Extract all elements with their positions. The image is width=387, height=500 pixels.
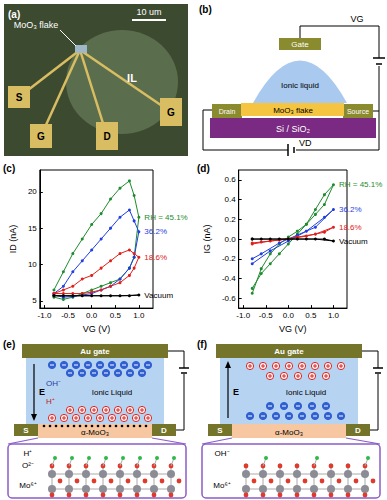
svg-text:MoO₃ flake: MoO₃ flake [273, 106, 313, 115]
svg-text:Au gate: Au gate [80, 347, 110, 356]
svg-text:Ionic liquid: Ionic liquid [281, 81, 319, 90]
svg-text:-0.5: -0.5 [61, 311, 75, 320]
svg-text:IG (nA): IG (nA) [202, 225, 212, 254]
svg-text:IL: IL [127, 72, 137, 84]
svg-text:α-MoO₃: α-MoO₃ [275, 428, 303, 437]
svg-text:Ionic Liquid: Ionic Liquid [92, 388, 132, 397]
svg-text:0.4: 0.4 [225, 195, 237, 204]
svg-text:Mo⁶⁺: Mo⁶⁺ [213, 481, 230, 490]
svg-text:D: D [103, 131, 110, 142]
svg-text:OH⁻: OH⁻ [46, 379, 61, 388]
svg-text:VG: VG [350, 14, 363, 24]
svg-text:S: S [23, 426, 29, 435]
svg-text:0.0: 0.0 [283, 311, 295, 320]
svg-text:Au gate: Au gate [274, 347, 304, 356]
svg-text:20: 20 [28, 187, 37, 196]
svg-text:Mo⁶⁺: Mo⁶⁺ [19, 481, 36, 490]
svg-text:H⁺: H⁺ [46, 397, 55, 406]
svg-text:0.6: 0.6 [225, 175, 237, 184]
svg-text:(f): (f) [197, 339, 207, 350]
svg-text:MoO₃ flake: MoO₃ flake [14, 20, 59, 30]
svg-text:Vacuum: Vacuum [144, 291, 173, 300]
svg-text:G: G [167, 107, 175, 118]
svg-text:-1.0: -1.0 [236, 311, 250, 320]
svg-text:D: D [355, 426, 361, 435]
svg-text:Vacuum: Vacuum [339, 237, 368, 246]
svg-text:(e): (e) [3, 339, 15, 350]
svg-text:18.6%: 18.6% [144, 253, 167, 262]
svg-text:1.0: 1.0 [328, 311, 340, 320]
svg-text:0.2: 0.2 [225, 215, 237, 224]
svg-text:0.0: 0.0 [86, 311, 98, 320]
svg-text:E: E [39, 387, 45, 397]
svg-text:VD: VD [299, 138, 312, 148]
svg-text:5: 5 [32, 296, 37, 305]
svg-text:1.0: 1.0 [133, 311, 145, 320]
svg-text:-0.6: -0.6 [222, 294, 236, 303]
svg-text:D: D [161, 426, 167, 435]
svg-text:15: 15 [28, 224, 37, 233]
svg-text:Ionic Liquid: Ionic Liquid [286, 388, 326, 397]
svg-text:-0.4: -0.4 [222, 274, 236, 283]
svg-text:G: G [37, 131, 45, 142]
svg-text:Source: Source [347, 108, 369, 115]
svg-text:O²⁻: O²⁻ [22, 461, 34, 470]
svg-text:E: E [233, 387, 239, 397]
svg-text:0.5: 0.5 [305, 311, 317, 320]
svg-text:ID (nA): ID (nA) [8, 225, 18, 254]
svg-text:Drain: Drain [219, 108, 236, 115]
svg-text:Si / SiO₂: Si / SiO₂ [276, 124, 311, 134]
svg-text:VG (V): VG (V) [83, 324, 111, 334]
svg-text:-0.5: -0.5 [259, 311, 273, 320]
svg-text:α-MoO₃: α-MoO₃ [81, 428, 109, 437]
svg-text:-1.0: -1.0 [38, 311, 52, 320]
svg-text:S: S [16, 92, 23, 103]
svg-text:(a): (a) [8, 9, 20, 20]
svg-text:18.6%: 18.6% [339, 223, 362, 232]
svg-text:Gate: Gate [291, 40, 309, 49]
svg-text:(b): (b) [199, 4, 212, 15]
svg-text:OH⁻: OH⁻ [215, 449, 230, 458]
svg-text:H⁺: H⁺ [24, 449, 33, 458]
svg-text:36.2%: 36.2% [144, 227, 167, 236]
svg-text:0.0: 0.0 [225, 235, 237, 244]
svg-text:RH = 45.1%: RH = 45.1% [144, 213, 187, 222]
svg-text:0.5: 0.5 [110, 311, 122, 320]
svg-text:(d): (d) [197, 163, 210, 174]
svg-text:RH = 45.1%: RH = 45.1% [339, 180, 382, 189]
svg-text:10 um: 10 um [136, 7, 161, 17]
svg-text:-0.2: -0.2 [222, 254, 236, 263]
svg-text:VG (V): VG (V) [279, 324, 307, 334]
svg-text:S: S [217, 426, 223, 435]
svg-text:(c): (c) [3, 163, 15, 174]
svg-text:36.2%: 36.2% [339, 205, 362, 214]
svg-text:10: 10 [28, 260, 37, 269]
